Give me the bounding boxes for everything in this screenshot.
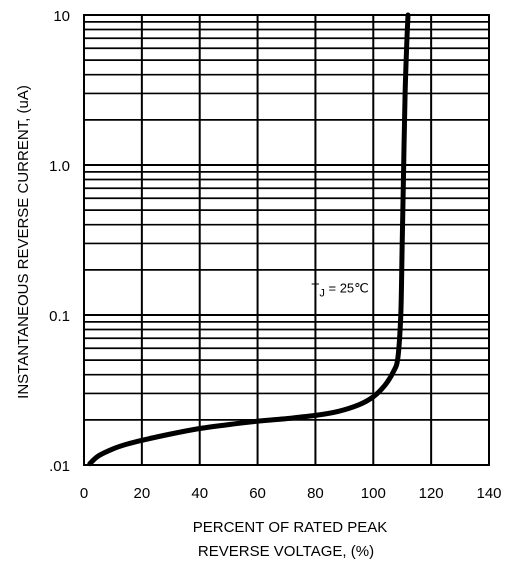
y-tick-label: 1.0 <box>49 158 70 175</box>
junction-temp-annotation: TJ = 25℃ <box>311 281 368 300</box>
annotation-main: T <box>311 281 319 296</box>
chart-grid <box>83 14 490 466</box>
y-axis-label: INSTANTANEOUS REVERSE CURRENT, (uA) <box>15 85 32 399</box>
x-tick-label: 0 <box>80 485 88 502</box>
y-tick-labels: .01 0.1 1.0 10 <box>49 8 70 475</box>
x-tick-label: 100 <box>361 485 386 502</box>
x-axis-label-line-1: PERCENT OF RATED PEAK <box>193 519 387 536</box>
x-tick-label: 60 <box>249 485 266 502</box>
x-tick-label: 80 <box>307 485 324 502</box>
reverse-current-curve <box>87 12 411 467</box>
plot-frame <box>83 14 490 466</box>
x-tick-label: 140 <box>476 485 501 502</box>
annotation-rest: = 25℃ <box>325 281 369 296</box>
y-tick-label: .01 <box>49 458 70 475</box>
x-tick-labels: 0 20 40 60 80 100 120 140 <box>80 485 502 502</box>
x-tick-label: 20 <box>134 485 151 502</box>
annotation-subscript: J <box>319 288 325 300</box>
x-tick-label: 120 <box>419 485 444 502</box>
y-tick-label: 0.1 <box>49 308 70 325</box>
x-axis-label-line-2: REVERSE VOLTAGE, (%) <box>198 543 374 560</box>
y-tick-label: 10 <box>53 8 70 25</box>
x-tick-label: 40 <box>191 485 208 502</box>
